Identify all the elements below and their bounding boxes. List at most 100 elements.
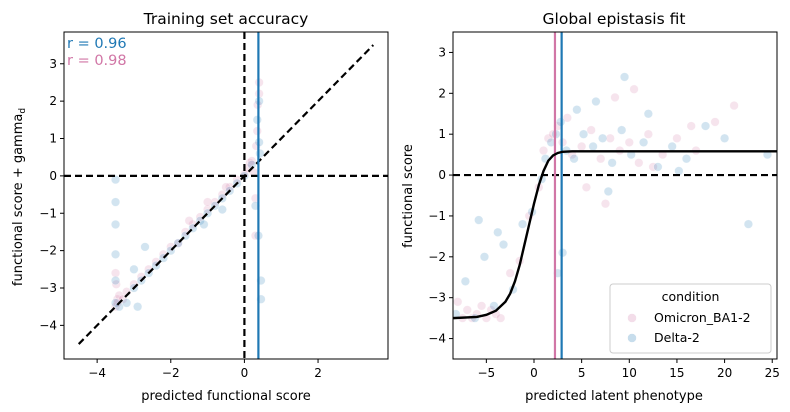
x-tick-label: 2 [314, 366, 322, 380]
data-point-delta-2 [617, 125, 627, 135]
data-point-omicron_ba1-2 [686, 121, 696, 131]
data-point-omicron_ba1-2 [610, 92, 620, 102]
legend-box [609, 283, 772, 354]
data-point-omicron_ba1-2 [111, 279, 121, 289]
plot-area: −4 −2 0 2 −4 −3 −2 −1 0 1 2 3 r = 0.96r = 0.98 [39, 31, 389, 380]
x-axis-label: predicted functional score [141, 389, 311, 404]
data-point-omicron_ba1-2 [643, 129, 653, 139]
data-point-delta-2 [588, 141, 598, 151]
y-tick-label: 1 [49, 132, 57, 146]
x-tick-label: −4 [88, 366, 106, 380]
data-point-delta-2 [255, 148, 265, 159]
data-point-delta-2 [743, 219, 753, 229]
legend-marker-delta-2 [627, 333, 637, 343]
data-point-delta-2 [700, 121, 711, 131]
data-point-omicron_ba1-2 [648, 162, 658, 172]
plot-marks [64, 32, 388, 359]
data-point-omicron_ba1-2 [729, 101, 739, 111]
data-point-omicron_ba1-2 [672, 133, 682, 143]
y-tick-label: −4 [428, 332, 446, 346]
x-tick-label: 10 [622, 366, 637, 380]
data-point-delta-2 [569, 154, 579, 164]
axes-frame [452, 31, 778, 360]
y-tick-label: 3 [49, 57, 57, 71]
data-point-delta-2 [667, 141, 677, 151]
data-point-delta-2 [489, 301, 499, 311]
data-point-delta-2 [603, 186, 613, 196]
fit-curve [453, 150, 777, 320]
legend-title: condition [662, 289, 720, 304]
panel-global-epistasis-fit: Global epistasis fit −5 0 5 10 15 20 25−4−3−2−… [401, 10, 780, 404]
y-tick-label: 2 [438, 86, 446, 100]
data-point-omicron_ba1-2 [252, 126, 262, 136]
data-point-delta-2 [619, 72, 630, 82]
legend: condition Omicron_BA1-2 Delta-2 [609, 283, 772, 354]
data-point-omicron_ba1-2 [184, 216, 194, 226]
y-tick-label: −4 [39, 318, 57, 332]
legend-marker-omicron_ba1-2 [627, 313, 637, 323]
data-point-delta-2 [572, 105, 582, 115]
data-point-delta-2 [598, 133, 608, 143]
data-point-delta-2 [518, 219, 528, 229]
data-point-omicron_ba1-2 [577, 141, 587, 151]
data-point-omicron_ba1-2 [596, 154, 606, 164]
y-tick-label: −2 [39, 244, 57, 258]
data-point-delta-2 [474, 215, 484, 225]
data-point-omicron_ba1-2 [634, 158, 644, 168]
data-point-delta-2 [720, 133, 730, 143]
y-axis-label-base: functional score + gamma [11, 114, 26, 286]
correlation-annotation: r = 0.96 [67, 36, 127, 52]
data-point-delta-2 [122, 298, 132, 308]
data-point-delta-2 [217, 204, 227, 215]
data-point-delta-2 [653, 162, 663, 172]
data-point-omicron_ba1-2 [477, 301, 487, 311]
data-point-omicron_ba1-2 [462, 305, 472, 315]
panel-training-set-accuracy: Training set accuracy −4 −2 0 2 −4 −3 −2 −1 0 1 2 3… [11, 10, 389, 404]
y-tick-label: −1 [39, 206, 57, 220]
data-point-delta-2 [199, 219, 209, 230]
data-point-delta-2 [493, 227, 503, 237]
x-tick-label: 0 [530, 366, 538, 380]
legend-entry-label: Delta-2 [654, 330, 700, 345]
data-point-omicron_ba1-2 [624, 137, 634, 147]
data-point-omicron_ba1-2 [562, 113, 572, 123]
data-point-delta-2 [140, 242, 150, 252]
y-tick-label: −1 [428, 209, 446, 223]
data-point-omicron_ba1-2 [600, 199, 611, 209]
data-point-omicron_ba1-2 [496, 313, 506, 323]
correlation-annotation: r = 0.98 [67, 53, 127, 69]
data-point-omicron_ba1-2 [538, 145, 549, 156]
data-point-delta-2 [479, 252, 489, 262]
x-tick-label: 25 [765, 366, 780, 380]
data-point-delta-2 [579, 129, 589, 139]
data-point-omicron_ba1-2 [629, 84, 639, 94]
plot-marks [453, 32, 777, 359]
axes-frame [63, 31, 389, 360]
data-point-delta-2 [110, 197, 121, 207]
data-point-delta-2 [639, 137, 649, 147]
data-point-omicron_ba1-2 [221, 182, 231, 192]
data-point-delta-2 [498, 240, 509, 250]
data-point-delta-2 [110, 275, 121, 286]
x-tick-label: −2 [162, 366, 180, 380]
y-axis-label-subscript: d [18, 108, 28, 114]
legend-entry-label: Omicron_BA1-2 [654, 310, 751, 325]
data-point-delta-2 [591, 96, 601, 107]
data-point-omicron_ba1-2 [710, 117, 720, 127]
x-tick-label: 5 [578, 366, 586, 380]
y-tick-label: 2 [49, 94, 57, 108]
y-tick-label: −3 [428, 291, 446, 305]
data-point-delta-2 [252, 115, 262, 125]
y-tick-label: 1 [438, 127, 446, 141]
data-point-delta-2 [681, 154, 692, 164]
data-point-delta-2 [643, 109, 653, 119]
data-point-omicron_ba1-2 [581, 182, 591, 192]
data-point-omicron_ba1-2 [605, 133, 615, 143]
y-axis-label: functional score + gammad [11, 108, 28, 286]
y-tick-label: 0 [49, 169, 57, 183]
y-tick-label: 3 [438, 45, 446, 59]
chart-title: Global epistasis fit [543, 10, 686, 28]
plot-area: −5 0 5 10 15 20 25 −4 −3 −2 −1 0 1 2 3 [428, 31, 780, 380]
data-point-delta-2 [110, 249, 121, 259]
